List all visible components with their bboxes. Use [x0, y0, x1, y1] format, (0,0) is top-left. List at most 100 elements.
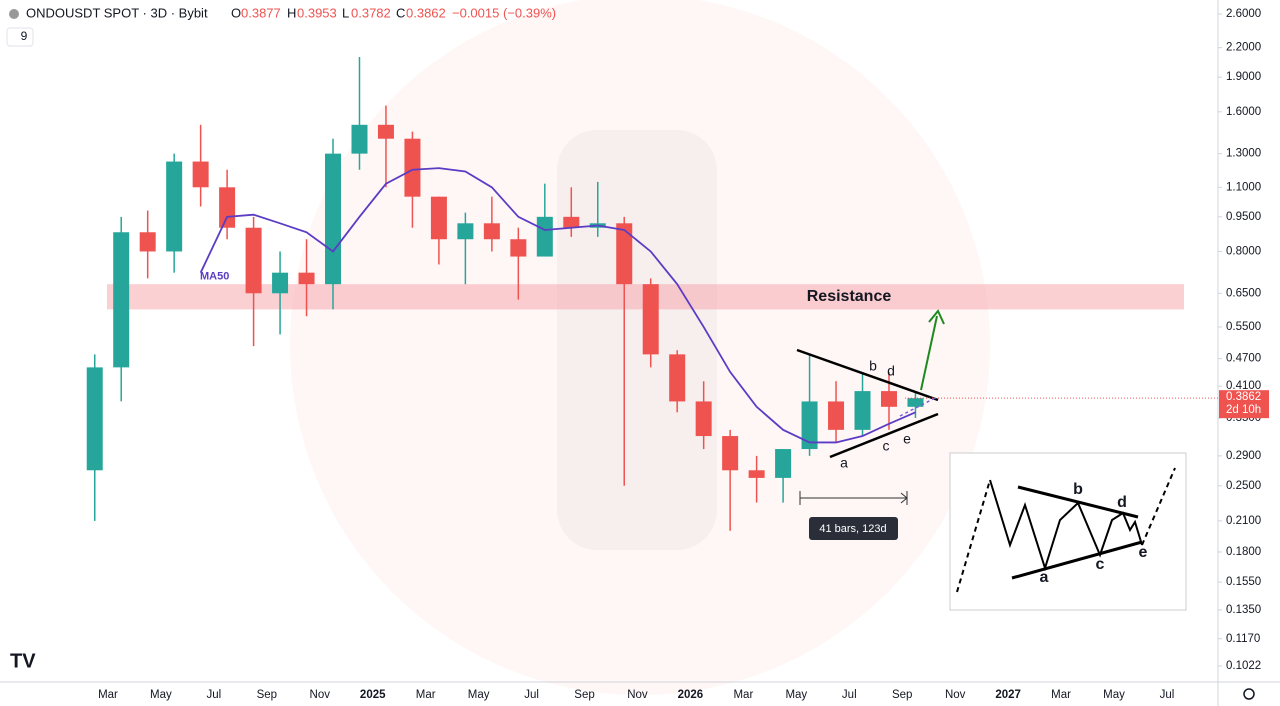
measure-box [809, 517, 898, 540]
candle-body [748, 470, 765, 478]
x-tick-label: Jul [842, 689, 857, 701]
y-tick-label: 0.1350 [1226, 604, 1261, 616]
change: −0.0015 (−0.39%) [452, 5, 556, 20]
candle-body [642, 284, 659, 355]
x-tick-label: Nov [945, 689, 966, 701]
candle-body [113, 232, 130, 368]
y-tick-label: 1.1000 [1226, 181, 1261, 193]
ohlc-value: 0.3953 [297, 5, 337, 20]
inset-wave [989, 479, 1143, 572]
measure-arrow [900, 492, 908, 504]
candle-body [377, 124, 394, 139]
candle-body [351, 124, 368, 154]
candle-body [669, 354, 686, 402]
indicator-toggle[interactable] [6, 27, 34, 47]
candle-body [801, 401, 818, 450]
candle-body [880, 391, 897, 407]
candle-body [245, 227, 262, 294]
wave-label: d [887, 363, 895, 379]
inset-dash [1141, 467, 1176, 546]
triangle-upper [796, 348, 939, 402]
countdown-label: 2d 10h [1226, 404, 1261, 416]
ohlc-value: 0.3877 [241, 5, 281, 20]
candle-body [272, 272, 289, 294]
inset-label: a [1040, 569, 1049, 586]
x-tick-label: 2026 [678, 689, 704, 701]
y-tick-label: 2.2000 [1226, 42, 1261, 54]
inset-upper [1017, 485, 1139, 519]
logo: TV [10, 650, 36, 672]
x-tick-label: Jul [207, 689, 222, 701]
symbol-icon [9, 9, 19, 19]
wave-label: a [840, 455, 848, 471]
ohlc-value: 0.3782 [351, 5, 391, 20]
x-tick-label: Mar [1051, 689, 1071, 701]
ohlc-key: C [396, 5, 405, 20]
candle-body [695, 401, 712, 437]
x-tick-label: Mar [733, 689, 753, 701]
candle-body [298, 272, 315, 285]
settings-icon[interactable] [1243, 688, 1255, 700]
y-tick-label: 0.2500 [1226, 480, 1261, 492]
candle-body [722, 436, 739, 471]
triangle-lower [829, 412, 939, 459]
y-tick-label: 0.8000 [1226, 245, 1261, 257]
last-price-label: 0.3862 [1226, 391, 1261, 403]
x-tick-label: Nov [627, 689, 648, 701]
y-tick-label: 1.3000 [1226, 148, 1261, 160]
indicator-count[interactable]: 9 [21, 29, 28, 43]
y-tick-label: 0.6500 [1226, 287, 1261, 299]
x-tick-label: May [785, 689, 807, 701]
ohlc-value: 0.3862 [406, 5, 446, 20]
inset-label: b [1073, 481, 1083, 498]
breakout-arrow [920, 315, 938, 391]
y-tick-label: 0.1022 [1226, 660, 1261, 672]
candle-body [775, 449, 792, 478]
x-tick-label: Sep [574, 689, 594, 701]
x-tick-label: May [1103, 689, 1125, 701]
ohlc-key: O [231, 5, 241, 20]
x-tick-label: Jul [524, 689, 539, 701]
measure-label: 41 bars, 123d [819, 523, 886, 535]
x-tick-label: Mar [416, 689, 436, 701]
inset-label: c [1096, 556, 1105, 573]
candle-body [457, 223, 474, 240]
candle-body [430, 196, 447, 240]
y-tick-label: 0.1800 [1226, 546, 1261, 558]
last-price-tag [1219, 390, 1269, 419]
candle-body [483, 223, 500, 240]
wave-label: c [883, 438, 890, 454]
x-tick-label: 2027 [995, 689, 1021, 701]
y-tick-label: 0.4700 [1226, 353, 1261, 365]
candle-body [219, 187, 236, 228]
x-tick-label: May [468, 689, 490, 701]
candle-body [536, 216, 553, 257]
candle-body [404, 138, 421, 197]
x-tick-label: May [150, 689, 172, 701]
x-tick-label: Sep [892, 689, 912, 701]
candle-body [86, 367, 103, 471]
candle-body [828, 401, 845, 430]
wave-label: e [903, 431, 911, 447]
watermark-shape [557, 130, 717, 550]
y-tick-label: 0.2900 [1226, 450, 1261, 462]
candle-body [854, 391, 871, 430]
inset [949, 452, 1187, 611]
ma-label: MA50 [200, 271, 229, 283]
y-tick-label: 0.5500 [1226, 321, 1261, 333]
y-tick-label: 0.4100 [1226, 380, 1261, 392]
y-tick-label: 0.1170 [1226, 633, 1260, 645]
y-tick-label: 2.6000 [1226, 8, 1261, 20]
y-tick-label: 1.6000 [1226, 106, 1261, 118]
ohlc-key: L [342, 5, 349, 20]
arrow-head [928, 309, 945, 325]
ohlc-key: H [287, 5, 296, 20]
candle-body [166, 161, 183, 252]
y-tick-label: 0.2100 [1226, 515, 1261, 527]
candle-body [139, 232, 156, 252]
wave-label: b [869, 358, 877, 374]
candle-body [192, 161, 209, 188]
inset-dash [956, 479, 991, 593]
y-tick-label: 0.1550 [1226, 576, 1261, 588]
x-tick-label: Jul [1160, 689, 1175, 701]
